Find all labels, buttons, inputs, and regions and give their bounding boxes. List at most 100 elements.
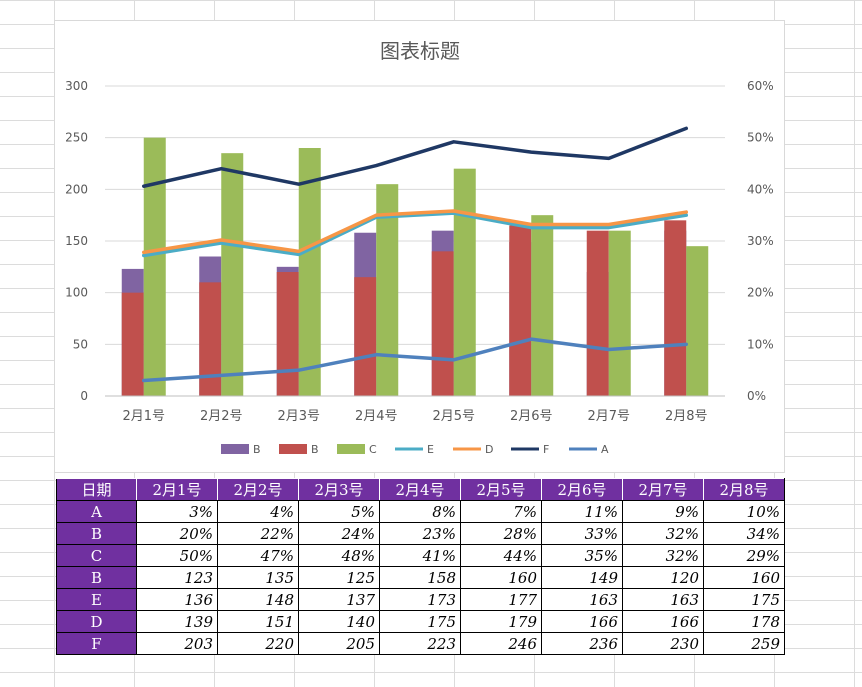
y-left-tick-label: 250 xyxy=(65,131,88,145)
header-cell[interactable]: 2月5号 xyxy=(460,478,542,501)
table-cell[interactable]: 32% xyxy=(622,522,704,545)
header-cell[interactable]: 日期 xyxy=(56,478,137,501)
bar-b-right xyxy=(509,225,532,396)
table-cell[interactable]: 175 xyxy=(703,588,785,611)
table-cell[interactable]: 47% xyxy=(217,544,299,567)
table-cell[interactable]: 160 xyxy=(703,566,785,589)
table-row: B 20% 22% 24% 23% 28% 33% 32% 34% xyxy=(56,522,785,545)
table-cell[interactable]: 35% xyxy=(541,544,623,567)
table-cell[interactable]: 20% xyxy=(136,522,218,545)
table-cell[interactable]: 125 xyxy=(298,566,380,589)
table-cell[interactable]: 205 xyxy=(298,632,380,655)
table-cell[interactable]: 148 xyxy=(217,588,299,611)
table-cell[interactable]: 11% xyxy=(541,500,623,523)
header-cell[interactable]: 2月4号 xyxy=(379,478,461,501)
x-tick-label: 2月1号 xyxy=(122,409,165,424)
table-cell[interactable]: 48% xyxy=(298,544,380,567)
header-cell[interactable]: 2月3号 xyxy=(298,478,380,501)
table-cell[interactable]: 223 xyxy=(379,632,461,655)
bar-b-right xyxy=(354,277,377,396)
table-cell[interactable]: 246 xyxy=(460,632,542,655)
row-label[interactable]: B xyxy=(56,566,137,589)
table-cell[interactable]: 166 xyxy=(541,610,623,633)
table-cell[interactable]: 177 xyxy=(460,588,542,611)
table-cell[interactable]: 135 xyxy=(217,566,299,589)
table-cell[interactable]: 22% xyxy=(217,522,299,545)
y-right-tick-label: 60% xyxy=(747,79,774,93)
y-left-tick-label: 200 xyxy=(65,182,88,196)
table-row: A 3% 4% 5% 8% 7% 11% 9% 10% xyxy=(56,500,785,523)
y-right-tick-label: 30% xyxy=(747,234,774,248)
table-cell[interactable]: 140 xyxy=(298,610,380,633)
table-cell[interactable]: 139 xyxy=(136,610,218,633)
table-cell[interactable]: 230 xyxy=(622,632,704,655)
table-cell[interactable]: 160 xyxy=(460,566,542,589)
row-label[interactable]: A xyxy=(56,500,137,523)
table-cell[interactable]: 41% xyxy=(379,544,461,567)
table-cell[interactable]: 179 xyxy=(460,610,542,633)
table-cell[interactable]: 50% xyxy=(136,544,218,567)
table-cell[interactable]: 120 xyxy=(622,566,704,589)
bar-c xyxy=(686,246,709,396)
table-cell[interactable]: 8% xyxy=(379,500,461,523)
bar-b-right xyxy=(431,251,454,396)
y-left-tick-label: 100 xyxy=(65,286,88,300)
table-cell[interactable]: 9% xyxy=(622,500,704,523)
table-cell[interactable]: 23% xyxy=(379,522,461,545)
table-cell[interactable]: 163 xyxy=(541,588,623,611)
table-cell[interactable]: 10% xyxy=(703,500,785,523)
line-series-a xyxy=(142,337,688,383)
x-tick-label: 2月8号 xyxy=(665,409,708,424)
line-series-d xyxy=(142,209,688,255)
y-right-tick-label: 20% xyxy=(747,286,774,300)
table-cell[interactable]: 163 xyxy=(622,588,704,611)
table-cell[interactable]: 151 xyxy=(217,610,299,633)
table-cell[interactable]: 236 xyxy=(541,632,623,655)
header-cell[interactable]: 2月1号 xyxy=(136,478,218,501)
table-cell[interactable]: 3% xyxy=(136,500,218,523)
row-label[interactable]: F xyxy=(56,632,137,655)
table-cell[interactable]: 123 xyxy=(136,566,218,589)
y-left-tick-label: 0 xyxy=(80,389,88,403)
table-cell[interactable]: 158 xyxy=(379,566,461,589)
table-cell[interactable]: 34% xyxy=(703,522,785,545)
row-label[interactable]: C xyxy=(56,544,137,567)
table-cell[interactable]: 7% xyxy=(460,500,542,523)
x-tick-label: 2月5号 xyxy=(432,409,475,424)
table-cell[interactable]: 44% xyxy=(460,544,542,567)
table-cell[interactable]: 203 xyxy=(136,632,218,655)
bar-c xyxy=(376,184,399,396)
table-cell[interactable]: 166 xyxy=(622,610,704,633)
table-cell[interactable]: 24% xyxy=(298,522,380,545)
table-cell[interactable]: 175 xyxy=(379,610,461,633)
table-cell[interactable]: 173 xyxy=(379,588,461,611)
y-right-tick-label: 50% xyxy=(747,131,774,145)
table-cell[interactable]: 28% xyxy=(460,522,542,545)
table-row: E 136 148 137 173 177 163 163 175 xyxy=(56,588,785,611)
bar-b-right xyxy=(276,272,299,396)
table-cell[interactable]: 137 xyxy=(298,588,380,611)
row-label[interactable]: E xyxy=(56,588,137,611)
table-cell[interactable]: 5% xyxy=(298,500,380,523)
table-cell[interactable]: 32% xyxy=(622,544,704,567)
header-cell[interactable]: 2月6号 xyxy=(541,478,623,501)
table-row: B 123 135 125 158 160 149 120 160 xyxy=(56,566,785,589)
table-cell[interactable]: 4% xyxy=(217,500,299,523)
header-cell[interactable]: 2月2号 xyxy=(217,478,299,501)
table-cell[interactable]: 178 xyxy=(703,610,785,633)
table-cell[interactable]: 149 xyxy=(541,566,623,589)
header-cell[interactable]: 2月7号 xyxy=(622,478,704,501)
bar-c xyxy=(531,215,554,396)
table-cell[interactable]: 259 xyxy=(703,632,785,655)
data-table: 日期 2月1号 2月2号 2月3号 2月4号 2月5号 2月6号 2月7号 2月… xyxy=(56,478,785,655)
y-right-tick-label: 10% xyxy=(747,337,774,351)
table-cell[interactable]: 220 xyxy=(217,632,299,655)
row-label[interactable]: B xyxy=(56,522,137,545)
chart-area[interactable]: 图表标题 0 0% 50 10% 100 20% 150 30% 200 40% 250 50% 300 6… xyxy=(54,20,785,473)
x-tick-label: 2月6号 xyxy=(510,409,553,424)
table-cell[interactable]: 29% xyxy=(703,544,785,567)
row-label[interactable]: D xyxy=(56,610,137,633)
header-cell[interactable]: 2月8号 xyxy=(703,478,785,501)
table-cell[interactable]: 136 xyxy=(136,588,218,611)
table-cell[interactable]: 33% xyxy=(541,522,623,545)
